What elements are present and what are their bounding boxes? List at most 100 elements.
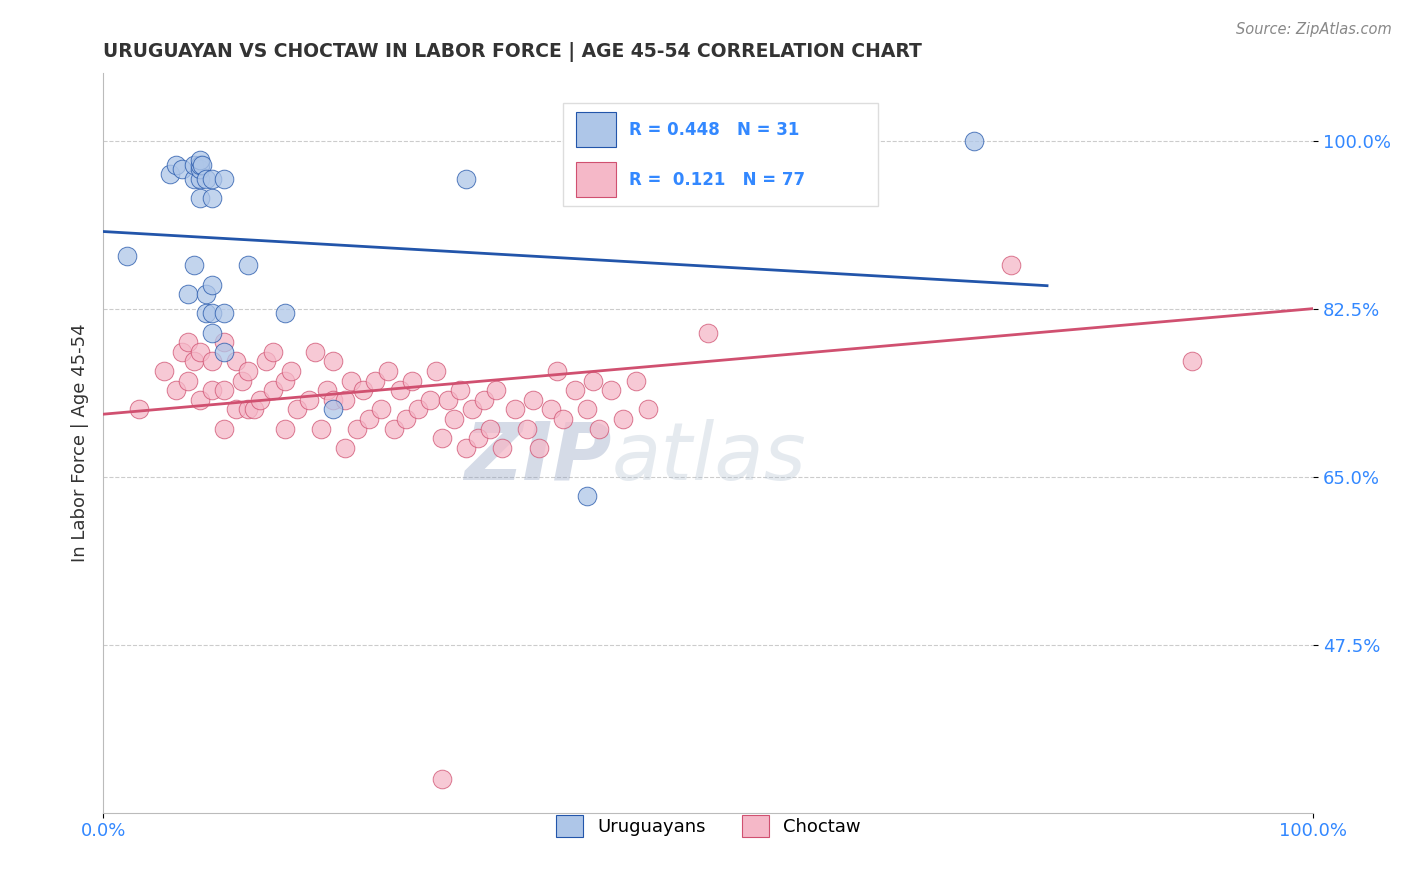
Point — [425, 364, 447, 378]
Point — [377, 364, 399, 378]
Point — [516, 421, 538, 435]
Point — [472, 392, 495, 407]
Point — [503, 402, 526, 417]
Point — [485, 383, 508, 397]
Point — [165, 383, 187, 397]
Point — [576, 402, 599, 417]
Point — [188, 153, 211, 167]
Point — [564, 383, 586, 397]
Point — [1181, 354, 1204, 368]
Point — [212, 335, 235, 350]
Point — [352, 383, 374, 397]
Point — [395, 412, 418, 426]
Point — [527, 441, 550, 455]
Point — [437, 392, 460, 407]
Point — [238, 402, 260, 417]
Point — [188, 158, 211, 172]
Point — [370, 402, 392, 417]
Point — [298, 392, 321, 407]
Point — [188, 191, 211, 205]
Point — [576, 489, 599, 503]
Text: Source: ZipAtlas.com: Source: ZipAtlas.com — [1236, 22, 1392, 37]
Point — [188, 392, 211, 407]
Point — [177, 287, 200, 301]
Point — [188, 172, 211, 186]
Point — [188, 344, 211, 359]
Text: atlas: atlas — [612, 418, 806, 497]
Point — [467, 431, 489, 445]
Point — [195, 172, 218, 186]
Point — [430, 772, 453, 786]
Point — [273, 374, 295, 388]
Point — [201, 326, 224, 340]
Y-axis label: In Labor Force | Age 45-54: In Labor Force | Age 45-54 — [72, 324, 89, 562]
Point — [201, 354, 224, 368]
Point — [212, 421, 235, 435]
Point — [582, 374, 605, 388]
Point — [191, 158, 214, 172]
Point — [273, 306, 295, 320]
Point — [461, 402, 484, 417]
Point — [479, 421, 502, 435]
Point — [262, 344, 284, 359]
Point — [612, 412, 634, 426]
Text: ZIP: ZIP — [464, 418, 612, 497]
Point — [963, 134, 986, 148]
Point — [540, 402, 562, 417]
Point — [406, 402, 429, 417]
Point — [419, 392, 441, 407]
Point — [316, 383, 339, 397]
Point — [212, 344, 235, 359]
Point — [382, 421, 405, 435]
Point — [159, 167, 181, 181]
Point — [152, 364, 174, 378]
Point — [212, 383, 235, 397]
Point — [201, 191, 224, 205]
Point — [183, 354, 205, 368]
Point — [201, 383, 224, 397]
Point — [401, 374, 423, 388]
Point — [201, 172, 224, 186]
Point — [238, 364, 260, 378]
Point — [225, 354, 247, 368]
Point — [183, 158, 205, 172]
Point — [546, 364, 568, 378]
Point — [183, 259, 205, 273]
Point — [177, 335, 200, 350]
Point — [249, 392, 271, 407]
Point — [309, 421, 332, 435]
Point — [285, 402, 308, 417]
Point — [600, 383, 623, 397]
Point — [697, 326, 720, 340]
Point — [183, 172, 205, 186]
Point — [551, 412, 574, 426]
Point — [201, 277, 224, 292]
Point — [588, 421, 610, 435]
Text: URUGUAYAN VS CHOCTAW IN LABOR FORCE | AGE 45-54 CORRELATION CHART: URUGUAYAN VS CHOCTAW IN LABOR FORCE | AG… — [103, 42, 922, 62]
Point — [280, 364, 302, 378]
Point — [170, 344, 193, 359]
Point — [212, 172, 235, 186]
Point — [238, 259, 260, 273]
Point — [333, 392, 356, 407]
Point — [364, 374, 387, 388]
Point — [195, 287, 218, 301]
Legend: Uruguayans, Choctaw: Uruguayans, Choctaw — [548, 808, 868, 844]
Point — [333, 441, 356, 455]
Point — [170, 162, 193, 177]
Point — [188, 162, 211, 177]
Point — [456, 441, 478, 455]
Point — [430, 431, 453, 445]
Point — [117, 249, 139, 263]
Point — [637, 402, 659, 417]
Point — [1000, 259, 1022, 273]
Point — [212, 306, 235, 320]
Point — [624, 374, 647, 388]
Point — [201, 306, 224, 320]
Point — [165, 158, 187, 172]
Point — [456, 172, 478, 186]
Point — [177, 374, 200, 388]
Point — [262, 383, 284, 397]
Point — [346, 421, 368, 435]
Point — [256, 354, 278, 368]
